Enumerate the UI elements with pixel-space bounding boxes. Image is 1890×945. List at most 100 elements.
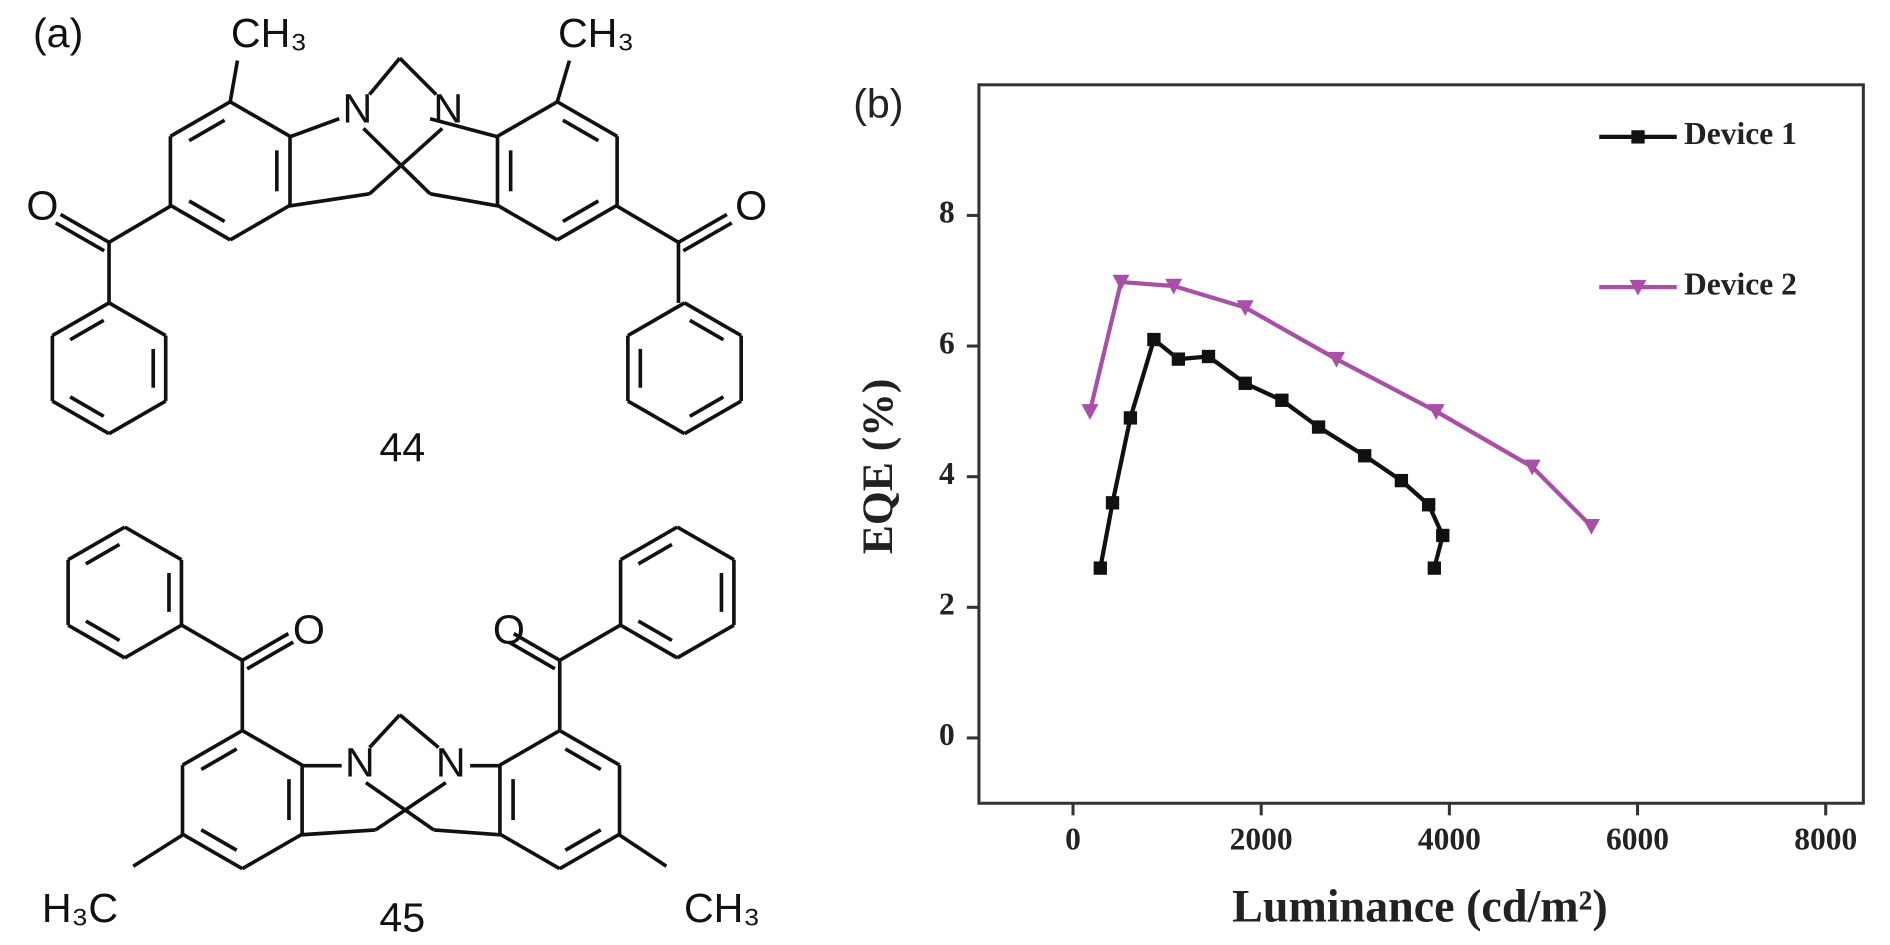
bond	[618, 833, 668, 868]
bond	[637, 542, 673, 566]
y-tick-label: 2	[939, 587, 955, 622]
y-tick-label: 0	[939, 717, 955, 752]
atom-label: O	[26, 182, 58, 228]
bond	[229, 100, 291, 138]
bond	[677, 212, 728, 244]
atom-label: CH₃	[231, 10, 307, 56]
bond	[499, 728, 561, 767]
bond	[288, 117, 340, 139]
bond	[289, 192, 370, 208]
bond	[301, 828, 376, 837]
bond	[433, 828, 501, 837]
bond	[512, 632, 561, 662]
chart: (b) Luminance (cd/m²) EQE (%) 0 2000 4000 6…	[853, 80, 1865, 932]
bond	[368, 56, 402, 96]
bond	[123, 525, 183, 562]
plot-frame	[977, 83, 1865, 805]
bond	[362, 127, 432, 196]
bond	[228, 60, 240, 103]
bond	[188, 199, 226, 224]
atom-label: O	[293, 606, 325, 652]
legend-label: Device 1	[1684, 116, 1797, 151]
x-tick-label: 2000	[1230, 821, 1293, 856]
marker	[1081, 404, 1099, 420]
marker	[1238, 376, 1252, 390]
bond	[51, 301, 110, 338]
bond	[555, 60, 572, 103]
bond	[374, 781, 447, 832]
bond	[188, 118, 226, 143]
bond	[241, 728, 304, 767]
bond	[181, 832, 244, 871]
bond	[67, 623, 126, 660]
marker	[1201, 349, 1216, 364]
atom-label: O	[493, 606, 525, 652]
marker	[1171, 352, 1186, 366]
bond	[676, 525, 735, 562]
marker	[1629, 279, 1647, 296]
bond	[496, 203, 559, 242]
series-line	[1087, 279, 1593, 528]
bond	[429, 116, 499, 139]
marker	[1427, 561, 1441, 575]
bond	[558, 832, 621, 871]
bond	[688, 318, 725, 342]
bond	[123, 623, 183, 660]
bond	[108, 301, 167, 338]
bond	[429, 192, 499, 208]
bond	[558, 623, 622, 662]
bond	[169, 203, 232, 242]
bond	[496, 100, 559, 138]
panel-label: (b)	[853, 80, 903, 126]
marker	[1436, 528, 1450, 543]
bond	[626, 399, 686, 436]
bond	[246, 640, 295, 671]
bond	[688, 395, 725, 418]
bond	[564, 747, 602, 772]
x-tick-label: 0	[1065, 821, 1081, 856]
bond	[181, 728, 244, 767]
y-tick-label: 4	[939, 456, 955, 491]
bond	[683, 399, 743, 436]
marker	[1275, 393, 1289, 407]
bond	[200, 828, 238, 852]
bond	[84, 542, 121, 566]
marker	[1112, 274, 1130, 291]
marker	[1147, 332, 1161, 347]
bond	[398, 56, 438, 96]
marker	[1358, 449, 1372, 463]
marker	[1093, 561, 1107, 575]
atom-label: CH₃	[684, 885, 760, 931]
bond	[67, 525, 126, 562]
structures: (a) CH₃ CH₃ N N O O 44 O O N N H₃C CH₃ 4…	[26, 10, 767, 940]
marker	[1582, 519, 1600, 535]
marker	[1311, 420, 1326, 434]
y-axis-label: EQE (%)	[854, 379, 902, 555]
marker	[1631, 130, 1645, 144]
y-tick-label: 8	[939, 195, 955, 230]
x-tick-label: 8000	[1794, 821, 1857, 856]
bond	[637, 619, 673, 642]
bond	[241, 632, 290, 662]
marker	[1427, 404, 1445, 420]
compound-number: 45	[379, 895, 425, 941]
bond	[615, 204, 680, 244]
bond	[556, 100, 619, 138]
bond	[51, 399, 110, 436]
bond	[499, 832, 561, 871]
bond	[241, 832, 304, 871]
compound-number: 44	[379, 425, 425, 471]
bond	[676, 623, 735, 660]
bond	[59, 212, 110, 244]
bond	[132, 833, 184, 868]
bond	[368, 713, 402, 749]
marker	[1105, 496, 1120, 510]
marker	[1327, 351, 1345, 368]
bond	[561, 199, 600, 224]
marker	[1421, 498, 1436, 512]
bond	[169, 100, 232, 138]
bond	[558, 728, 621, 767]
bond	[683, 301, 743, 338]
panel-label: (a)	[33, 10, 83, 56]
